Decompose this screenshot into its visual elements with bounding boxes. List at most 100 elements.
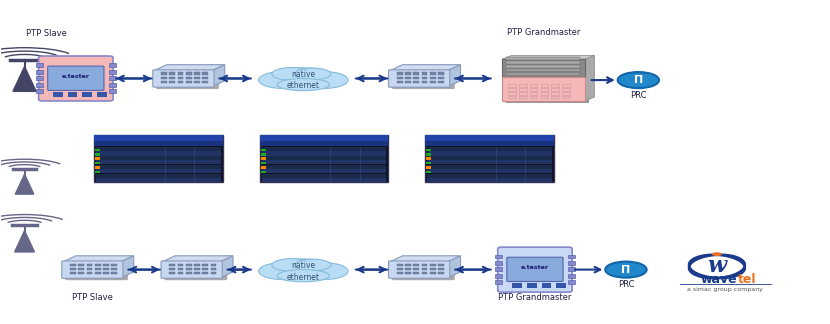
Bar [52,92,62,97]
Bar [426,153,431,156]
Bar [78,272,84,274]
Bar [203,268,208,270]
Bar [260,135,388,182]
Bar [186,272,192,274]
Bar [95,153,100,156]
Bar [530,84,538,87]
Bar [261,157,266,160]
Polygon shape [390,256,461,261]
Bar [562,96,569,98]
Bar [203,272,208,274]
Bar [109,64,115,67]
FancyBboxPatch shape [156,71,219,89]
Bar [405,72,411,75]
Bar [186,81,192,83]
Bar [178,81,183,83]
Bar [551,84,559,87]
Bar [426,166,431,169]
Text: PTP Grandmaster: PTP Grandmaster [498,293,572,302]
Bar [496,261,502,265]
Bar [86,263,92,266]
Bar [430,72,436,75]
Bar [405,263,411,266]
Bar [427,152,552,156]
Bar [541,283,551,288]
Bar [261,149,266,151]
Bar [568,280,574,284]
Polygon shape [63,256,134,261]
Bar [203,81,208,83]
Bar [203,72,208,75]
Bar [37,76,43,80]
Bar [506,61,588,103]
Bar [86,272,92,274]
Bar [568,274,574,278]
Bar [109,83,115,87]
Bar [82,92,92,97]
Bar [169,72,175,75]
Bar [178,72,183,75]
Bar [194,263,200,266]
Ellipse shape [270,259,337,280]
Bar [438,72,444,75]
Bar [506,57,580,60]
FancyBboxPatch shape [498,247,572,292]
Bar [261,171,266,173]
Bar [186,268,192,270]
Bar [427,147,552,151]
Bar [426,162,431,165]
Bar [95,166,100,169]
Text: w: w [707,255,726,277]
Bar [70,263,76,266]
Bar [178,76,183,79]
Polygon shape [448,65,461,87]
Bar [261,153,266,156]
Bar [413,272,419,274]
Bar [551,96,559,98]
Bar [426,171,431,173]
Ellipse shape [277,78,330,91]
Bar [37,83,43,87]
Bar [551,88,559,91]
Bar [425,135,554,182]
Polygon shape [212,65,225,87]
Bar [512,283,522,288]
Bar [530,88,538,91]
Text: e.tester: e.tester [521,265,549,270]
Text: native
ethernet: native ethernet [287,70,320,90]
Bar [527,283,537,288]
Bar [111,272,117,274]
Bar [178,272,183,274]
Bar [86,268,92,270]
Circle shape [605,261,647,278]
Bar [496,255,502,258]
Polygon shape [390,65,461,70]
Bar [178,263,183,266]
Bar [211,263,217,266]
Bar [70,272,76,274]
Text: tel: tel [738,273,756,286]
Ellipse shape [295,68,331,80]
Bar [78,268,84,270]
Bar [169,263,175,266]
Bar [426,157,431,160]
Bar [540,88,548,91]
Bar [37,64,43,67]
FancyBboxPatch shape [61,261,123,278]
Bar [562,92,569,95]
Bar [261,165,387,169]
Bar [397,268,403,270]
Bar [422,272,427,274]
Bar [95,263,100,266]
Bar [506,61,580,64]
Bar [502,77,584,101]
Bar [261,156,387,160]
Bar [551,92,559,95]
Ellipse shape [272,259,312,272]
Bar [96,152,221,156]
Bar [109,70,115,74]
Bar [261,162,266,165]
Polygon shape [163,256,233,261]
Bar [520,96,527,98]
Bar [103,268,109,270]
